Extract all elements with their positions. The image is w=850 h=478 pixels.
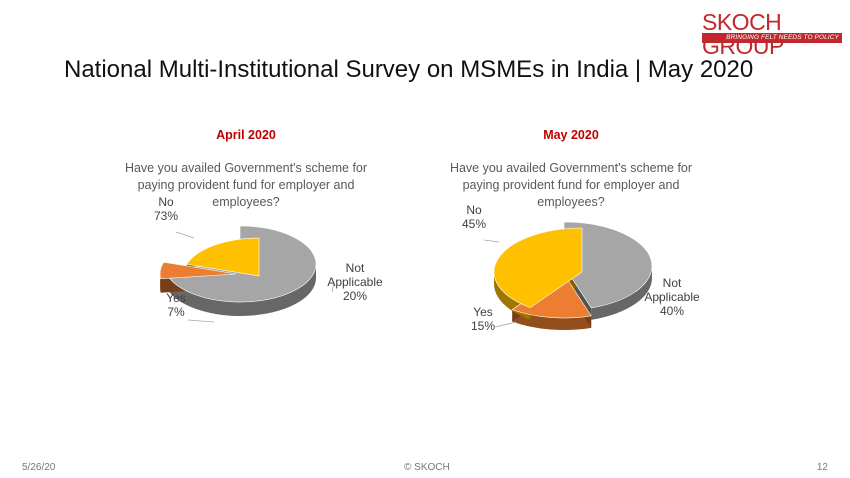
slice-category-label: Not	[663, 276, 682, 290]
slice-value-label: 45%	[462, 217, 486, 231]
chart-subtitle-line: Have you availed Government's scheme for	[449, 161, 693, 175]
chart-subtitle-line: employees?	[537, 195, 605, 209]
pie-slice-rim	[164, 264, 317, 316]
chart-title: April 2020	[216, 128, 276, 142]
label-leader-line	[483, 239, 500, 243]
slice-category-label: No	[158, 195, 174, 209]
logo-bar	[702, 33, 842, 43]
footer-page-number: 12	[816, 462, 828, 473]
slice-category-label: Yes	[166, 291, 186, 305]
chart-subtitle-line: Have you availed Government's scheme for	[124, 161, 368, 175]
pie-chart-may: May 2020 Have you availed Government's s…	[421, 122, 721, 372]
label-leader-line	[175, 231, 195, 239]
slice-category-label: Yes	[473, 305, 493, 319]
slice-category-label: Not	[346, 261, 365, 275]
pie-slice	[159, 261, 237, 280]
pie-slice-rim	[591, 266, 652, 320]
slice-value-label: 40%	[660, 304, 684, 318]
slice-value-label: 20%	[343, 289, 367, 303]
pie-slice	[186, 237, 260, 277]
pie-slice-rim	[512, 309, 592, 330]
slice-category-label: No	[466, 203, 482, 217]
pie-slice	[563, 221, 653, 309]
footer-date: 5/26/20	[22, 462, 56, 473]
label-leader-line	[658, 296, 662, 306]
chart-subtitle: Have you availed Government's scheme for…	[96, 160, 396, 211]
chart-subtitle-line: paying provident fund for employer and	[137, 178, 355, 192]
label-leader-line	[187, 319, 215, 323]
slice-value-label: 73%	[154, 209, 178, 223]
page-title: National Multi-Institutional Survey on M…	[64, 56, 754, 83]
label-leader-line	[494, 321, 517, 328]
pie-chart-april: April 2020 Have you availed Government's…	[96, 122, 396, 372]
chart-subtitle-line: employees?	[212, 195, 280, 209]
slice-value-label: 15%	[471, 319, 495, 333]
slice-category-label: Applicable	[327, 275, 383, 289]
skoch-logo: SKOCH GROUP BRINGING FELT NEEDS TO POLIC…	[702, 10, 842, 58]
label-leader-line	[331, 281, 335, 293]
pie-slice	[511, 273, 592, 319]
slice-category-label: Applicable	[644, 290, 700, 304]
pie-slice	[493, 227, 583, 308]
chart-subtitle: Have you availed Government's scheme for…	[421, 160, 721, 211]
footer-copyright: © SKOCH	[404, 462, 450, 473]
chart-title: May 2020	[543, 128, 599, 142]
logo-tagline: BRINGING FELT NEEDS TO POLICY	[726, 34, 839, 41]
chart-subtitle-line: paying provident fund for employer and	[462, 178, 680, 192]
slice-value-label: 7%	[167, 305, 185, 319]
